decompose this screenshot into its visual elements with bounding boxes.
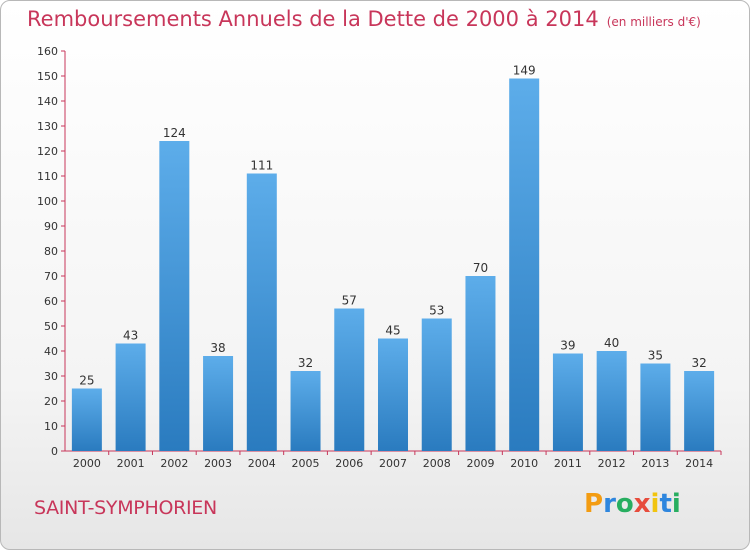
value-labels: 25 43 124 38 111 32 57 45 53 70 149 39 40 35 32 bbox=[79, 64, 707, 388]
y-tick-label: 60 bbox=[44, 295, 58, 308]
bar-2005 bbox=[290, 371, 321, 451]
x-tick-label-2002: 2002 bbox=[160, 457, 188, 470]
bar-2001 bbox=[115, 343, 146, 451]
bar-2010 bbox=[509, 78, 540, 451]
bar-2012 bbox=[596, 351, 627, 451]
bar-2014 bbox=[684, 371, 715, 451]
logo-letter: r bbox=[603, 489, 616, 519]
logo-letter: P bbox=[584, 489, 604, 519]
value-label-2007: 45 bbox=[385, 324, 400, 338]
y-tick-label: 80 bbox=[44, 245, 58, 258]
value-label-2005: 32 bbox=[298, 356, 313, 370]
y-tick-label: 150 bbox=[37, 70, 58, 83]
value-label-2006: 57 bbox=[342, 294, 357, 308]
value-label-2009: 70 bbox=[473, 261, 488, 275]
value-label-2010: 149 bbox=[513, 64, 536, 78]
x-tick-label-2012: 2012 bbox=[598, 457, 626, 470]
x-tick-label-2013: 2013 bbox=[641, 457, 669, 470]
bar-2000 bbox=[71, 388, 102, 451]
value-label-2001: 43 bbox=[123, 329, 138, 343]
value-label-2000: 25 bbox=[79, 374, 94, 388]
value-label-2012: 40 bbox=[604, 336, 619, 350]
y-tick-label: 130 bbox=[37, 120, 58, 133]
bar-2004 bbox=[246, 173, 277, 451]
axes: 0 10 20 30 40 50 60 70 80 90 100 110 120 130 140 150 160… bbox=[37, 45, 722, 470]
logo-letter: t bbox=[659, 489, 672, 519]
x-tick-label-2001: 2001 bbox=[117, 457, 145, 470]
x-tick-label-2008: 2008 bbox=[423, 457, 451, 470]
location-name: SAINT-SYMPHORIEN bbox=[34, 497, 217, 519]
x-tick-label-2005: 2005 bbox=[292, 457, 320, 470]
x-tick-label-2011: 2011 bbox=[554, 457, 582, 470]
value-label-2014: 32 bbox=[691, 356, 706, 370]
bar-2011 bbox=[552, 353, 583, 451]
y-tick-label: 160 bbox=[37, 45, 58, 58]
y-tick-label: 30 bbox=[44, 370, 58, 383]
bar-2002 bbox=[159, 141, 190, 451]
value-label-2008: 53 bbox=[429, 304, 444, 318]
bar-2013 bbox=[640, 363, 671, 451]
bar-2009 bbox=[465, 276, 496, 451]
bars bbox=[71, 78, 715, 451]
value-label-2011: 39 bbox=[560, 339, 575, 353]
y-tick-label: 70 bbox=[44, 270, 58, 283]
value-label-2003: 38 bbox=[210, 341, 225, 355]
y-tick-label: 50 bbox=[44, 320, 58, 333]
y-tick-label: 40 bbox=[44, 345, 58, 358]
x-tick-label-2000: 2000 bbox=[73, 457, 101, 470]
chart-unit-label: (en milliers d'€) bbox=[606, 15, 701, 29]
value-label-2002: 124 bbox=[163, 126, 186, 140]
x-tick-label-2004: 2004 bbox=[248, 457, 276, 470]
y-tick-label: 100 bbox=[37, 195, 58, 208]
bar-2007 bbox=[378, 338, 408, 451]
chart-title: Remboursements Annuels de la Dette de 20… bbox=[27, 7, 701, 31]
logo-letter: x bbox=[633, 489, 651, 519]
logo-letter: i bbox=[650, 489, 660, 519]
bar-2003 bbox=[203, 356, 234, 451]
chart-title-text: Remboursements Annuels de la Dette de 20… bbox=[27, 7, 599, 31]
x-tick-label-2006: 2006 bbox=[335, 457, 363, 470]
y-tick-label: 140 bbox=[37, 95, 58, 108]
x-tick-label-2009: 2009 bbox=[466, 457, 494, 470]
y-tick-label: 110 bbox=[37, 170, 58, 183]
y-tick-label: 120 bbox=[37, 145, 58, 158]
value-label-2013: 35 bbox=[648, 349, 663, 363]
y-tick-label: 0 bbox=[51, 445, 58, 458]
logo-letter: o bbox=[615, 489, 634, 519]
logo-letter: i bbox=[671, 489, 681, 519]
y-tick-label: 90 bbox=[44, 220, 58, 233]
bar-2008 bbox=[421, 318, 452, 451]
y-tick-label: 10 bbox=[44, 420, 58, 433]
value-label-2004: 111 bbox=[250, 159, 273, 173]
x-tick-label-2003: 2003 bbox=[204, 457, 232, 470]
proxiti-logo: Proxiti bbox=[584, 489, 681, 519]
bar-2006 bbox=[334, 308, 365, 451]
y-tick-label: 20 bbox=[44, 395, 58, 408]
x-tick-label-2010: 2010 bbox=[510, 457, 538, 470]
x-tick-label-2007: 2007 bbox=[379, 457, 407, 470]
x-tick-label-2014: 2014 bbox=[685, 457, 713, 470]
